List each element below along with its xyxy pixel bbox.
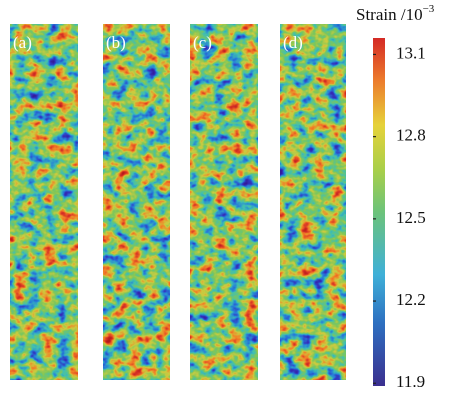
strain-map [103, 24, 170, 380]
colorbar-tick-label: 12.5 [396, 208, 426, 227]
strain-map [10, 24, 78, 380]
strain-map [280, 24, 346, 380]
panel-label: (b) [106, 33, 126, 52]
panel-label: (a) [13, 33, 32, 52]
colorbar [373, 38, 385, 386]
strain-map [190, 24, 258, 380]
colorbar-tick-label: 11.9 [396, 372, 425, 391]
colorbar-title: Strain /10−3 [356, 3, 435, 24]
panel-label: (c) [193, 33, 212, 52]
colorbar-tick-label: 12.2 [396, 290, 426, 309]
panel-label: (d) [283, 33, 303, 52]
colorbar-tick-label: 12.8 [396, 126, 426, 145]
colorbar-tick-label: 13.1 [396, 43, 426, 62]
